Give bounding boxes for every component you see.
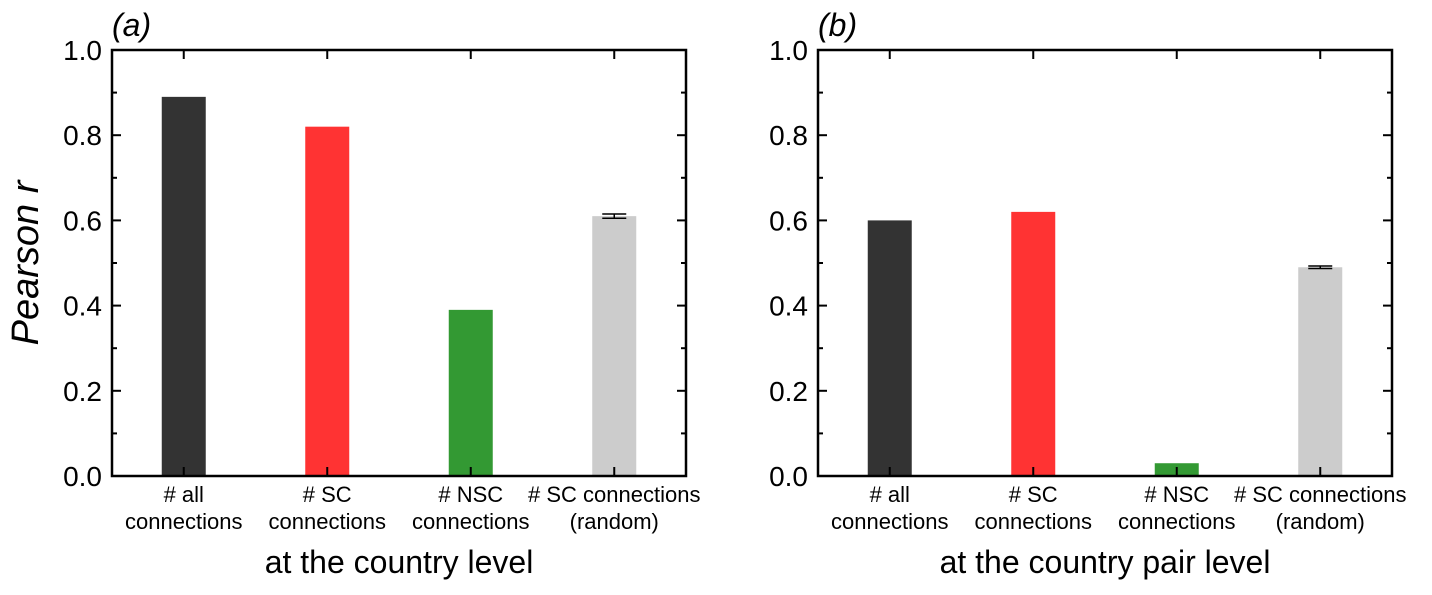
panel-a-bar-4 [592,216,637,476]
panel-a-ytick-label-0-0: 0.0 [63,461,102,492]
panel-a-xtick-label-line: # NSC [438,482,503,507]
panel-b-x-axis-label: at the country pair level [940,544,1271,580]
panel-b-xtick-label-2: # SC connections [975,482,1092,534]
panel-b-y-ticks [818,49,1392,477]
panel-a-y-ticks [112,49,686,477]
panel-b-xtick-label-4: # SC connections (random) [1234,482,1406,534]
panel-b-ytick-label-1-0: 1.0 [769,35,808,66]
panel-a-ytick-label-0-4: 0.4 [63,291,102,322]
panel-a-xtick-label-2: # SC connections [269,482,386,534]
panel-b-ytick-label-0-8: 0.8 [769,120,808,151]
panel-a-xtick-label-line: connections [125,509,242,534]
panel-a-xtick-label-line: # SC connections [528,482,700,507]
panel-a-errorbar-4 [602,213,627,220]
panel-b-panel-label: (b) [818,7,857,43]
panel-a-bar-3 [448,309,493,476]
panel-a-xtick-label-line: connections [269,509,386,534]
panel-a-xtick-label-line: # SC [303,482,352,507]
panel-b-bar-2 [1011,211,1056,476]
panel-b-xtick-label-line: connections [831,509,948,534]
panel-a-y-axis-label: Pearson r [5,179,47,345]
panel-a: 0.00.20.40.60.81.0# all connections# SC co… [5,7,700,580]
panel-a-xtick-label-line: (random) [570,509,659,534]
panel-b-ytick-label-0-4: 0.4 [769,291,808,322]
panel-a-bar-1 [161,96,206,477]
panel-b-xtick-label-line: connections [975,509,1092,534]
panel-a-xtick-label-3: # NSC connections [412,482,529,534]
panel-a-panel-label: (a) [112,7,151,43]
panel-b-ytick-label-0-2: 0.2 [769,376,808,407]
panel-b-xtick-label-line: # NSC [1144,482,1209,507]
panel-a-bar-2 [305,126,350,477]
panel-b-xtick-label-line: # all [870,482,910,507]
panel-b-bar-4 [1298,267,1343,476]
panel-b-xtick-label-line: # SC [1009,482,1058,507]
panel-b-xtick-label-line: (random) [1276,509,1365,534]
panel-a-ytick-label-0-8: 0.8 [63,120,102,151]
panel-b-bar-1 [867,220,912,476]
panel-a-xtick-label-4: # SC connections (random) [528,482,700,534]
panel-b: 0.00.20.40.60.81.0# all connections# SC co… [769,7,1406,580]
panel-a-x-axis-label: at the country level [265,544,534,580]
panel-b-xtick-label-3: # NSC connections [1118,482,1235,534]
panel-a-ytick-label-0-6: 0.6 [63,205,102,236]
panel-a-x-ticks [182,50,616,476]
panel-a-xtick-label-line: # all [164,482,204,507]
panel-b-xtick-label-1: # all connections [831,482,948,534]
panel-b-errorbar-4 [1308,265,1333,270]
panel-b-x-ticks [888,50,1322,476]
panel-a-ytick-label-1-0: 1.0 [63,35,102,66]
panel-a-ytick-label-0-2: 0.2 [63,376,102,407]
panel-b-ytick-label-0-6: 0.6 [769,205,808,236]
panel-b-xtick-label-line: connections [1118,509,1235,534]
panel-a-xtick-label-line: connections [412,509,529,534]
panel-a-xtick-label-1: # all connections [125,482,242,534]
panel-b-ytick-label-0-0: 0.0 [769,461,808,492]
panel-b-xtick-label-line: # SC connections [1234,482,1406,507]
